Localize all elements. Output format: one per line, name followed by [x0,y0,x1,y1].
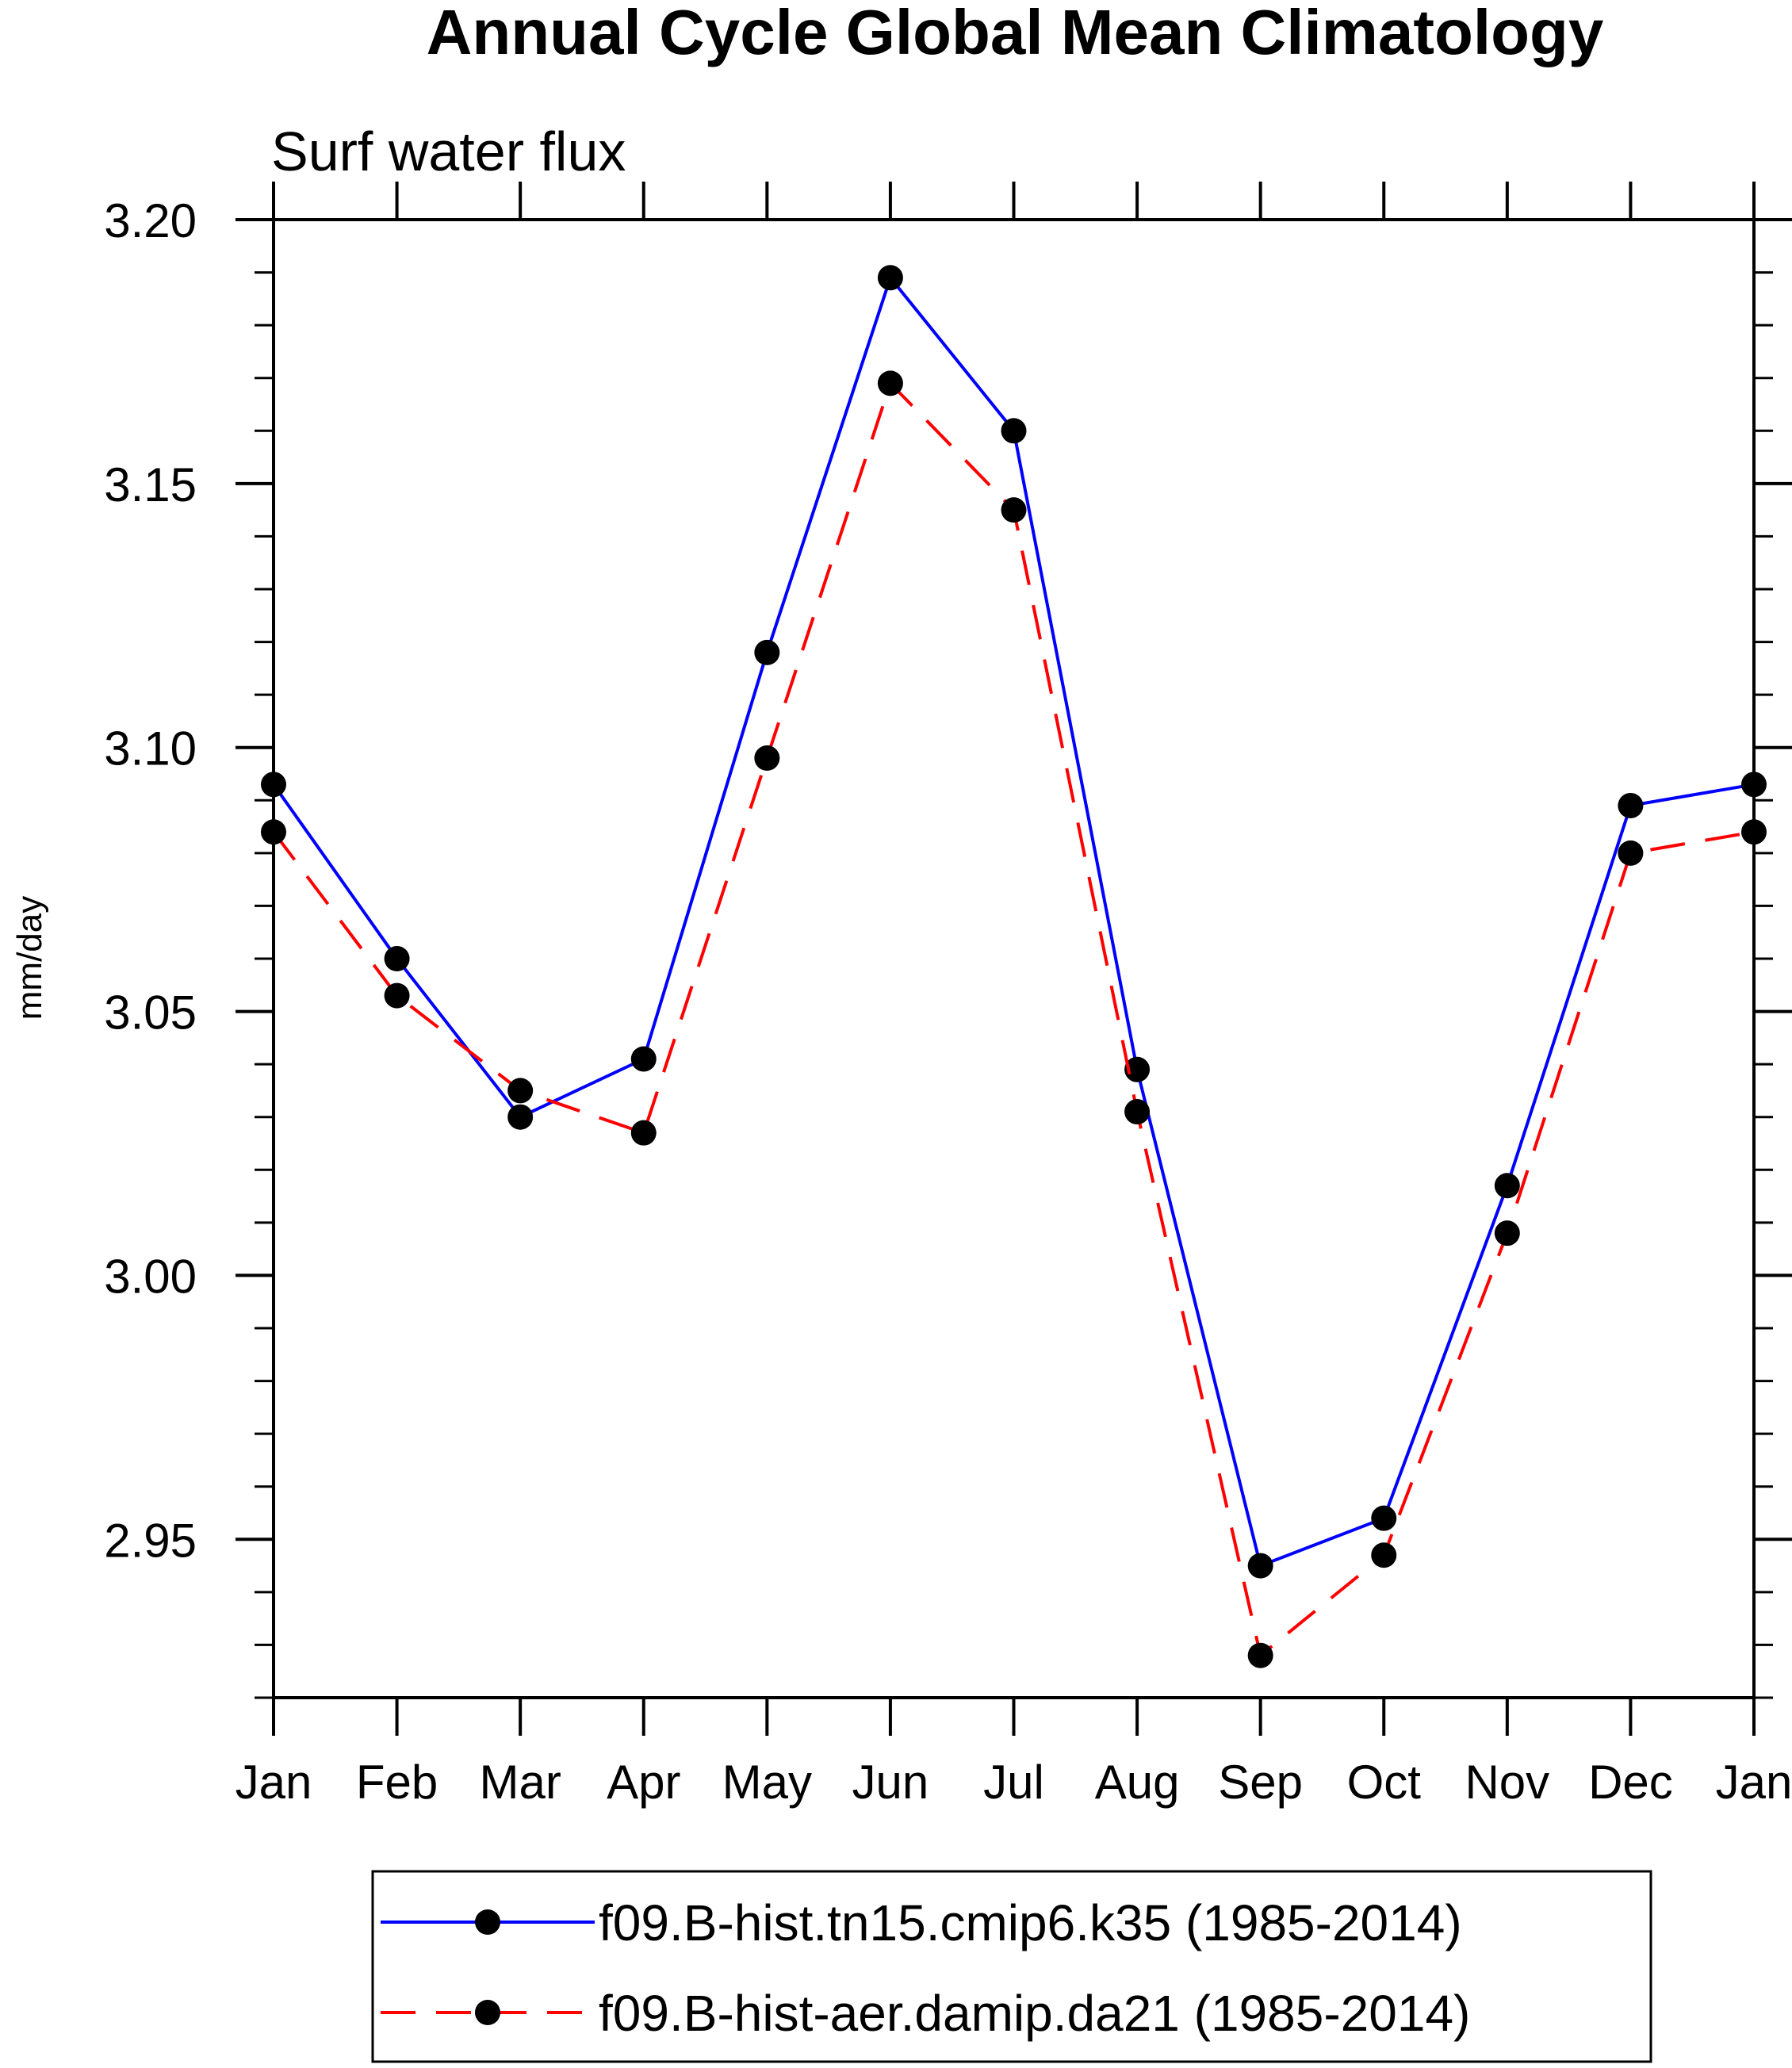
y-tick-label: 3.20 [104,194,197,247]
chart-title: Annual Cycle Global Mean Climatology [427,0,1604,67]
y-tick-label: 3.05 [104,986,197,1040]
series-1-point [1741,772,1767,798]
x-tick-label: Jul [983,1756,1044,1809]
x-tick-label: Jun [852,1756,929,1809]
chart-subtitle: Surf water flux [271,121,626,182]
x-tick-label: Sep [1218,1756,1303,1809]
series-1-point [1124,1056,1151,1082]
y-tick-label: 3.10 [104,722,197,776]
series-2-point [507,1078,534,1104]
series-2-point [754,745,780,772]
series-1-point [1618,792,1644,818]
y-axis-label: mm/day [10,896,49,1020]
y-tick-label: 3.15 [104,458,197,511]
series-line-1 [272,274,1755,1568]
x-tick-label: Feb [356,1756,438,1809]
series-2-point [1494,1220,1520,1247]
x-tick-label: Jan [235,1756,312,1809]
series-group [261,265,1767,1668]
y-tick-label: 2.95 [104,1514,197,1567]
series-1-point [1247,1553,1273,1579]
legend: f09.B-hist.tn15.cmip6.k35 (1985-2014) f0… [371,1870,1652,2063]
series-2-point [1001,497,1027,523]
x-tick-label: Nov [1465,1756,1549,1809]
legend-box [371,1870,1652,2063]
series-line-2 [272,380,1755,1659]
series-1-point [877,265,903,291]
series-1-point [1001,418,1027,444]
y-tick-label: 3.00 [104,1250,197,1303]
series-1-point [1494,1173,1520,1199]
x-tick-label: Mar [479,1756,561,1809]
series-1-point [754,639,780,665]
x-tick-label: May [722,1756,812,1809]
series-2-point [877,370,903,396]
legend-marker-series-2 [475,2000,500,2025]
series-1-point [630,1046,657,1072]
legend-label-series-1: f09.B-hist.tn15.cmip6.k35 (1985-2014) [599,1894,1462,1951]
series-2-point [1371,1542,1397,1568]
axes: Jan Feb Mar Apr May Jun Jul Aug Sep Oct Nov Dec Jan 3… [104,182,1792,1809]
series-1-point [261,772,286,798]
x-tick-label: Aug [1095,1756,1180,1809]
legend-label-series-2: f09.B-hist-aer.damip.da21 (1985-2014) [599,1985,1470,2042]
legend-marker-series-1 [475,1909,500,1935]
series-1-point [507,1104,534,1130]
series-1-point [1371,1505,1397,1531]
series-2-point [261,819,286,845]
series-2-point [384,982,410,1009]
series-2-point [1618,840,1644,866]
series-2-point [1247,1642,1273,1668]
series-1-point [384,946,410,971]
series-2-point [1124,1099,1151,1125]
series-2-point [630,1120,657,1146]
x-tick-label: Apr [607,1756,680,1809]
x-tick-label: Jan [1716,1756,1792,1809]
x-tick-label: Oct [1347,1756,1422,1809]
series-2-point [1741,819,1767,845]
x-tick-label: Dec [1588,1756,1673,1809]
